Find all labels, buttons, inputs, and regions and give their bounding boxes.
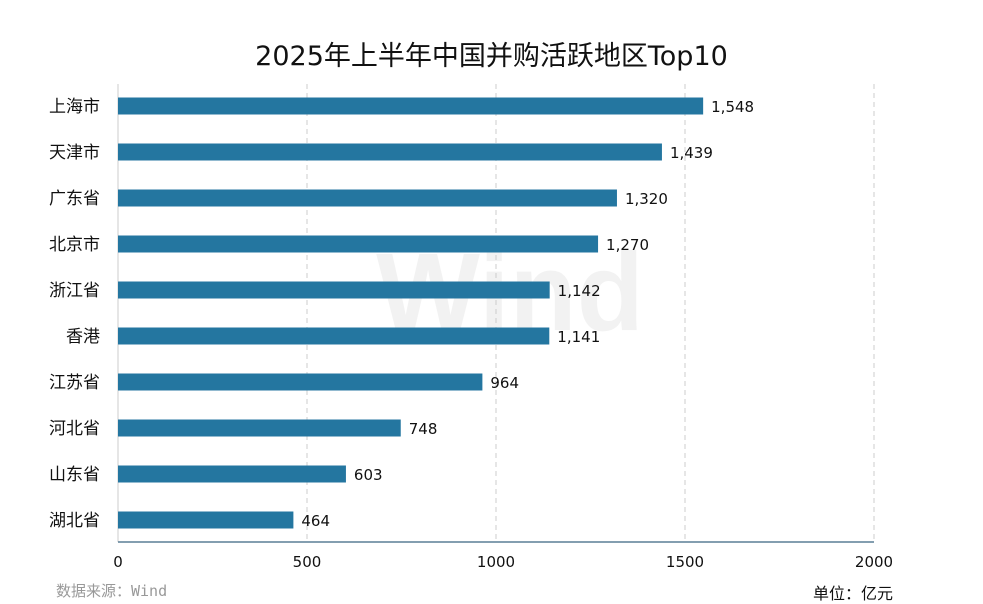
x-tick-label: 2000: [855, 553, 893, 571]
bar: [118, 419, 401, 437]
category-label: 湖北省: [49, 511, 100, 531]
category-label: 江苏省: [49, 373, 100, 393]
x-tick-label: 1000: [477, 553, 515, 571]
category-label: 上海市: [49, 97, 100, 117]
bar: [118, 189, 617, 207]
unit-note: 单位：亿元: [812, 584, 893, 603]
category-label: 河北省: [49, 419, 100, 439]
data-label: 964: [490, 374, 519, 392]
category-label: 浙江省: [49, 281, 100, 301]
data-label: 1,548: [711, 98, 754, 116]
bar: [118, 511, 294, 529]
data-label: 1,320: [625, 190, 668, 208]
data-label: 1,439: [670, 144, 713, 162]
category-label: 天津市: [49, 143, 100, 163]
category-label: 山东省: [49, 465, 100, 485]
category-label: 北京市: [49, 235, 100, 255]
data-label: 1,142: [558, 282, 601, 300]
bar: [118, 327, 550, 345]
bar: [118, 143, 662, 161]
bar: [118, 235, 599, 253]
data-label: 603: [354, 466, 383, 484]
data-label: 748: [409, 420, 438, 438]
x-tick-label: 500: [293, 553, 322, 571]
x-tick-label: 0: [113, 553, 123, 571]
chart-title: 2025年上半年中国并购活跃地区Top10: [255, 41, 728, 72]
bar: [118, 97, 704, 115]
data-label: 464: [301, 512, 330, 530]
category-label: 香港: [66, 327, 100, 347]
source-note: 数据来源：Wind: [56, 582, 168, 600]
x-tick-label: 1500: [666, 553, 704, 571]
category-label: 广东省: [49, 189, 100, 209]
bar: [118, 373, 483, 391]
data-label: 1,141: [557, 328, 600, 346]
bar: [118, 465, 346, 483]
data-label: 1,270: [606, 236, 649, 254]
bar: [118, 281, 550, 299]
